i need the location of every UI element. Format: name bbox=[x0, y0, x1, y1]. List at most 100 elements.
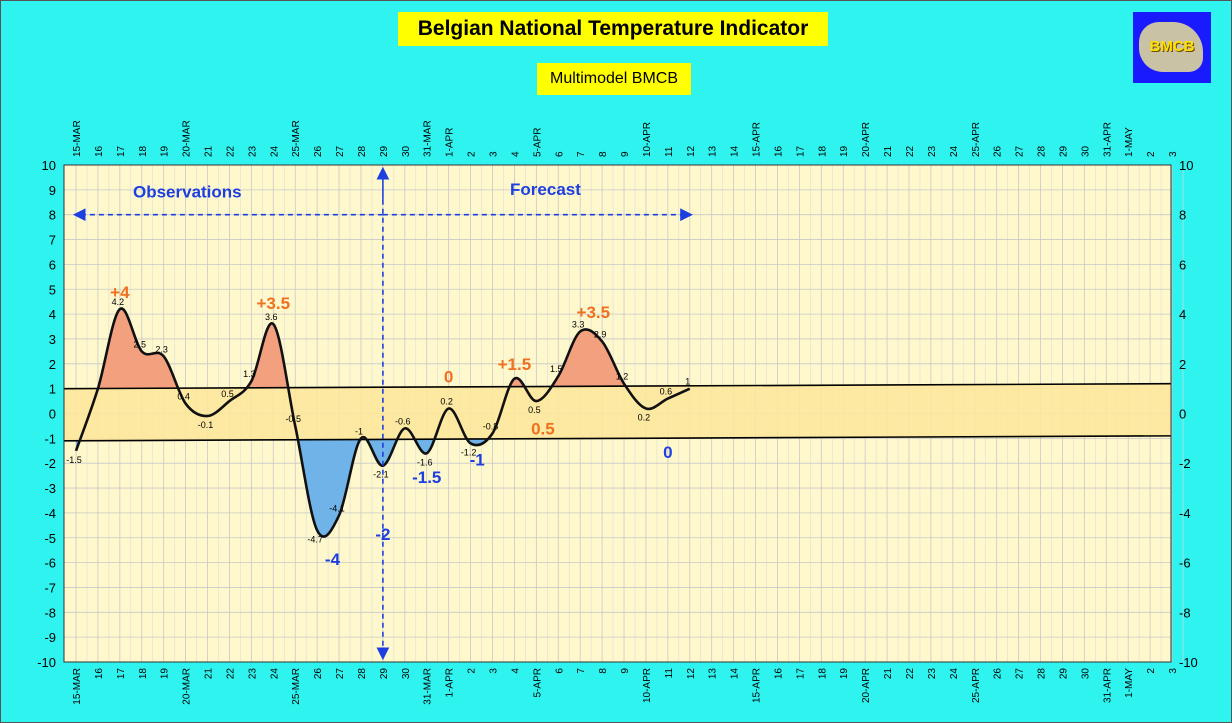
section-arrows bbox=[72, 166, 693, 661]
x-tick-top-label: 23 bbox=[927, 145, 938, 157]
data-label: -2.1 bbox=[373, 470, 389, 480]
right-y-tick-label: -4 bbox=[1179, 506, 1191, 521]
value-annotation: +3.5 bbox=[257, 294, 291, 313]
x-tick-bottom-label: 29 bbox=[379, 668, 390, 680]
x-tick-top-label: 27 bbox=[335, 145, 346, 157]
x-tick-bottom-label: 17 bbox=[116, 668, 127, 680]
x-tick-bottom-label: 3 bbox=[1168, 668, 1179, 674]
x-tick-bottom-label: 17 bbox=[795, 668, 806, 680]
x-tick-bottom-label: 25-MAR bbox=[291, 668, 302, 705]
x-tick-top-label: 17 bbox=[116, 145, 127, 157]
normal-band bbox=[64, 383, 1171, 441]
right-y-tick-label: 10 bbox=[1179, 158, 1193, 173]
data-labels: -1.5 4.2 2.5 2.3 0.4 -0.1 0.5 1.3 3.6 -0.5 -4.7 -4.… bbox=[66, 297, 690, 544]
x-tick-top-label: 26 bbox=[313, 145, 324, 157]
x-tick-top-label: 14 bbox=[730, 145, 741, 157]
data-label: 4.2 bbox=[112, 297, 125, 307]
data-label: 1.5 bbox=[550, 364, 563, 374]
x-tick-bottom-label: 25-APR bbox=[971, 668, 982, 703]
x-tick-top-label: 5-APR bbox=[532, 128, 543, 157]
x-tick-bottom-label: 16 bbox=[94, 668, 105, 680]
x-tick-bottom-label: 6 bbox=[554, 668, 565, 674]
x-tick-bottom-label: 21 bbox=[883, 668, 894, 680]
x-tick-bottom-label: 28 bbox=[357, 668, 368, 680]
x-tick-bottom-label: 13 bbox=[708, 668, 719, 680]
data-label: -1.5 bbox=[66, 455, 82, 465]
right-y-tick-label: 0 bbox=[1179, 407, 1186, 422]
plot-border bbox=[63, 164, 1172, 663]
x-tick-top-label: 18 bbox=[138, 145, 149, 157]
x-tick-bottom-label: 20-MAR bbox=[182, 668, 193, 705]
x-tick-top-label: 31-MAR bbox=[423, 120, 434, 157]
observations-label: Observations bbox=[133, 182, 242, 201]
x-tick-top-label: 22 bbox=[225, 145, 236, 157]
data-label: -4.1 bbox=[329, 503, 345, 513]
chart-subtitle: Multimodel BMCB bbox=[537, 63, 691, 95]
value-annotation: -4 bbox=[325, 550, 341, 569]
x-tick-bottom-label: 10-APR bbox=[642, 668, 653, 703]
x-tick-bottom-label: 8 bbox=[598, 668, 609, 674]
x-tick-bottom-label: 12 bbox=[686, 668, 697, 680]
x-tick-bottom-label: 5-APR bbox=[532, 668, 543, 697]
x-tick-top-label: 15-APR bbox=[752, 122, 763, 157]
x-tick-top-label: 10-APR bbox=[642, 122, 653, 157]
data-label: 0.5 bbox=[221, 389, 234, 399]
x-tick-bottom-label: 7 bbox=[576, 668, 587, 674]
data-label: -1.6 bbox=[417, 457, 433, 467]
x-tick-top-label: 27 bbox=[1015, 145, 1026, 157]
x-tick-top-label: 4 bbox=[510, 151, 521, 157]
y-tick-label: 6 bbox=[49, 257, 56, 272]
x-tick-bottom-label: 21 bbox=[204, 668, 215, 680]
x-tick-bottom-label: 30 bbox=[1080, 668, 1091, 680]
y-tick-label: -9 bbox=[44, 630, 56, 645]
x-tick-top-label: 3 bbox=[488, 151, 499, 157]
x-tick-top-label: 23 bbox=[247, 145, 258, 157]
x-tick-top-label: 21 bbox=[204, 145, 215, 157]
y-tick-label: -4 bbox=[44, 506, 56, 521]
x-tick-top-label: 17 bbox=[795, 145, 806, 157]
x-tick-bottom-label: 9 bbox=[620, 668, 631, 674]
value-annotation: -2 bbox=[375, 525, 390, 544]
x-axis-bottom: 15-MAR 16 17 18 19 20-MAR 21 22 23 24 25-MAR 26 27 28… bbox=[72, 668, 1179, 705]
x-tick-bottom-label: 31-MAR bbox=[423, 668, 434, 705]
x-tick-bottom-label: 24 bbox=[269, 668, 280, 680]
y-tick-label: -7 bbox=[44, 580, 56, 595]
data-label: 2.3 bbox=[155, 344, 168, 354]
value-annotation: +1.5 bbox=[498, 355, 532, 374]
y-tick-label: 5 bbox=[49, 282, 56, 297]
x-tick-top-label: 1-APR bbox=[445, 128, 456, 157]
y-tick-label: 9 bbox=[49, 183, 56, 198]
x-tick-bottom-label: 23 bbox=[927, 668, 938, 680]
x-tick-bottom-label: 31-APR bbox=[1102, 668, 1113, 703]
x-tick-bottom-label: 16 bbox=[773, 668, 784, 680]
right-y-tick-label: -8 bbox=[1179, 605, 1191, 620]
annotations: +4 +3.5 +3.5 +1.5 0 0.5 -1 -1.5 -2 -4 0 bbox=[110, 283, 672, 569]
data-label: 0.4 bbox=[177, 392, 190, 402]
value-annotation: -1 bbox=[470, 451, 485, 470]
y-tick-label: 0 bbox=[49, 407, 56, 422]
y-tick-label: 1 bbox=[49, 382, 56, 397]
y-tick-label: 2 bbox=[49, 357, 56, 372]
x-tick-top-label: 31-APR bbox=[1102, 122, 1113, 157]
x-tick-bottom-label: 3 bbox=[488, 668, 499, 674]
bmcb-logo: BMCB bbox=[1133, 12, 1211, 83]
x-tick-top-label: 21 bbox=[883, 145, 894, 157]
data-label: 0.6 bbox=[660, 387, 673, 397]
belgium-map-icon bbox=[1139, 22, 1203, 72]
x-tick-top-label: 25-MAR bbox=[291, 120, 302, 157]
value-annotation: 0 bbox=[444, 367, 453, 386]
temperature-curve bbox=[74, 307, 691, 538]
x-tick-top-label: 20-APR bbox=[861, 122, 872, 157]
x-tick-bottom-label: 30 bbox=[401, 668, 412, 680]
x-tick-top-label: 3 bbox=[1168, 151, 1179, 157]
x-tick-top-label: 15-MAR bbox=[72, 120, 83, 157]
x-tick-top-label: 29 bbox=[1058, 145, 1069, 157]
x-tick-top-label: 2 bbox=[467, 151, 478, 157]
data-label: 0.5 bbox=[528, 405, 541, 415]
y-tick-label: 7 bbox=[49, 233, 56, 248]
x-tick-bottom-label: 20-APR bbox=[861, 668, 872, 703]
data-label: 2.5 bbox=[134, 339, 147, 349]
y-tick-label: 4 bbox=[49, 307, 56, 322]
